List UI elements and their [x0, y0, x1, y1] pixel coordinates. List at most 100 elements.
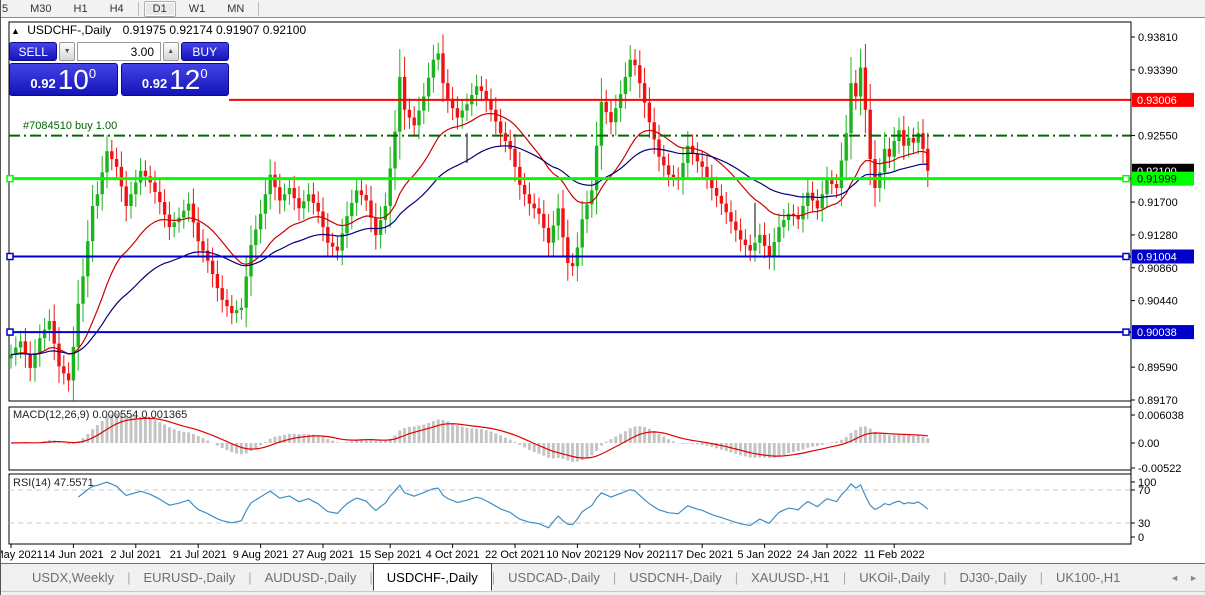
svg-text:24 Jan 2022: 24 Jan 2022 [797, 549, 858, 561]
status-strip [1, 591, 1205, 595]
buy-price-prefix: 0.92 [141, 76, 168, 91]
svg-text:0.91004: 0.91004 [1137, 252, 1177, 264]
svg-text:27 Aug 2021: 27 Aug 2021 [292, 549, 354, 561]
tab-usdx-weekly[interactable]: USDX,Weekly [32, 570, 115, 585]
tab-usdcad-daily[interactable]: USDCAD-,Daily [508, 570, 600, 585]
buy-button[interactable]: BUY [180, 42, 229, 61]
timeframe-button-h1[interactable]: H1 [73, 2, 88, 15]
svg-text:9 Aug 2021: 9 Aug 2021 [233, 549, 289, 561]
svg-text:5 Jan 2022: 5 Jan 2022 [737, 549, 791, 561]
one-click-trade-panel: SELL ▼ ▲ BUY 0.92 10 0 0.92 12 0 [9, 42, 229, 96]
macd-label: MACD(12,26,9) 0.000554 0.001365 [13, 409, 188, 421]
tab-eurusd-daily[interactable]: EURUSD-,Daily [143, 570, 236, 585]
buy-price-sup: 0 [200, 66, 208, 81]
svg-text:0.90860: 0.90860 [1138, 263, 1178, 275]
svg-text:15 Sep 2021: 15 Sep 2021 [359, 549, 421, 561]
price-axis: 0.93810 0.93390 0.92550 0.91700 0.91280 0.908… [1130, 22, 1178, 544]
svg-text:21 Jul 2021: 21 Jul 2021 [170, 549, 227, 561]
candlestick-series [9, 34, 930, 401]
chart-symbol-label: USDCHF-,Daily [27, 23, 112, 37]
object-lines [466, 133, 756, 238]
rsi-line [77, 481, 929, 529]
svg-text:0.006038: 0.006038 [1138, 410, 1184, 422]
timeframe-button-mn[interactable]: MN [227, 2, 245, 15]
svg-text:14 Jun 2021: 14 Jun 2021 [43, 549, 104, 561]
svg-text:70: 70 [1138, 485, 1150, 497]
svg-text:2 Jul 2021: 2 Jul 2021 [110, 549, 161, 561]
ma-fast-line [10, 112, 929, 356]
tab-separator: | [734, 570, 739, 585]
tab-audusd-daily[interactable]: AUDUSD-,Daily [264, 570, 357, 585]
svg-text:0.93810: 0.93810 [1138, 32, 1178, 44]
tab-scroll-right-icon[interactable]: ► [1189, 572, 1198, 583]
tab-scroll-arrows: ◄ ► [1170, 564, 1205, 591]
svg-text:0.89170: 0.89170 [1138, 395, 1178, 407]
open-order-label[interactable]: #7084510 buy 1.00 [23, 120, 118, 132]
tab-separator: | [248, 570, 252, 585]
timeframe-button-m30[interactable]: M30 [30, 2, 52, 15]
svg-text:11 Feb 2022: 11 Feb 2022 [864, 549, 925, 561]
timeframe-button-d1[interactable]: D1 [143, 0, 176, 17]
svg-text:22 Oct 2021: 22 Oct 2021 [485, 549, 545, 561]
svg-text:0.93390: 0.93390 [1138, 65, 1178, 77]
timeframe-button-5[interactable]: 5 [2, 2, 9, 15]
timeframe-button-h4[interactable]: H4 [109, 2, 124, 15]
svg-text:0.93006: 0.93006 [1137, 95, 1177, 107]
sell-price-button[interactable]: 0.92 10 0 [9, 63, 118, 96]
level-lines [6, 98, 1131, 336]
svg-text:0.91999: 0.91999 [1137, 174, 1177, 186]
tab-separator: | [127, 570, 131, 585]
svg-text:0: 0 [1138, 532, 1144, 544]
svg-text:0.91700: 0.91700 [1138, 197, 1178, 209]
svg-text:100: 100 [1138, 477, 1156, 489]
tab-separator: | [1039, 570, 1044, 585]
chart-tab-bar: USDX,Weekly | EURUSD-,Daily | AUDUSD-,Daily |… [1, 563, 1205, 591]
timeframe-button-w1[interactable]: W1 [188, 2, 206, 15]
tab-xauusd-h1[interactable]: XAUUSD-,H1 [751, 570, 830, 585]
svg-text:0.00: 0.00 [1138, 438, 1159, 450]
volume-input[interactable] [77, 42, 161, 61]
tab-dj30-daily[interactable]: DJ30-,Daily [959, 570, 1027, 585]
tab-separator: | [943, 570, 947, 585]
svg-text:0.92550: 0.92550 [1138, 131, 1178, 143]
macd-axis: 0.006038 0.00 -0.00522 [1131, 410, 1184, 475]
sell-button[interactable]: SELL [9, 42, 58, 61]
tab-scroll-left-icon[interactable]: ◄ [1170, 572, 1180, 583]
toolbar-separator [258, 1, 260, 16]
svg-text:17 Dec 2021: 17 Dec 2021 [671, 549, 733, 561]
macd-histogram [14, 413, 930, 462]
svg-text:10 Nov 2021: 10 Nov 2021 [546, 549, 608, 561]
svg-text:30: 30 [1138, 518, 1150, 530]
macd-signal-line [10, 417, 928, 459]
buy-price-button[interactable]: 0.92 12 0 [120, 63, 229, 96]
svg-text:4 Oct 2021: 4 Oct 2021 [426, 549, 480, 561]
chart-ohlc-values: 0.91975 0.92174 0.91907 0.92100 [122, 23, 307, 37]
tab-uk100-h1[interactable]: UK100-,H1 [1056, 570, 1121, 585]
rsi-label: RSI(14) 47.5571 [13, 477, 94, 489]
volume-decrease-button[interactable]: ▼ [59, 42, 75, 61]
rsi-level-lines [9, 489, 1131, 524]
chart-title: ▲ USDCHF-,Daily 0.91975 0.92174 0.91907 … [11, 23, 306, 37]
tab-ukoil-daily[interactable]: UKOil-,Daily [859, 570, 931, 585]
tab-separator: | [369, 570, 373, 585]
ma-slow-line [10, 145, 928, 356]
svg-text:0.90038: 0.90038 [1137, 327, 1177, 339]
tab-usdchf-daily[interactable]: USDCHF-,Daily [372, 563, 492, 591]
timeframe-toolbar: 5 M30 H1 H4 D1 W1 MN [1, 0, 1205, 18]
tab-separator: | [491, 570, 496, 585]
collapse-icon[interactable]: ▲ [11, 26, 20, 36]
svg-text:0.91280: 0.91280 [1138, 230, 1178, 242]
tab-separator: | [842, 570, 847, 585]
tab-usdcnh-daily[interactable]: USDCNH-,Daily [629, 570, 722, 585]
buy-price-big: 12 [169, 64, 201, 95]
svg-text:0.90440: 0.90440 [1138, 296, 1178, 308]
sell-price-sup: 0 [88, 66, 97, 81]
svg-text:26 May 2021: 26 May 2021 [1, 549, 43, 561]
volume-increase-button[interactable]: ▲ [163, 42, 179, 61]
chart-tabs: USDX,Weekly | EURUSD-,Daily | AUDUSD-,Daily |… [1, 563, 1133, 591]
svg-text:0.89590: 0.89590 [1138, 362, 1178, 374]
